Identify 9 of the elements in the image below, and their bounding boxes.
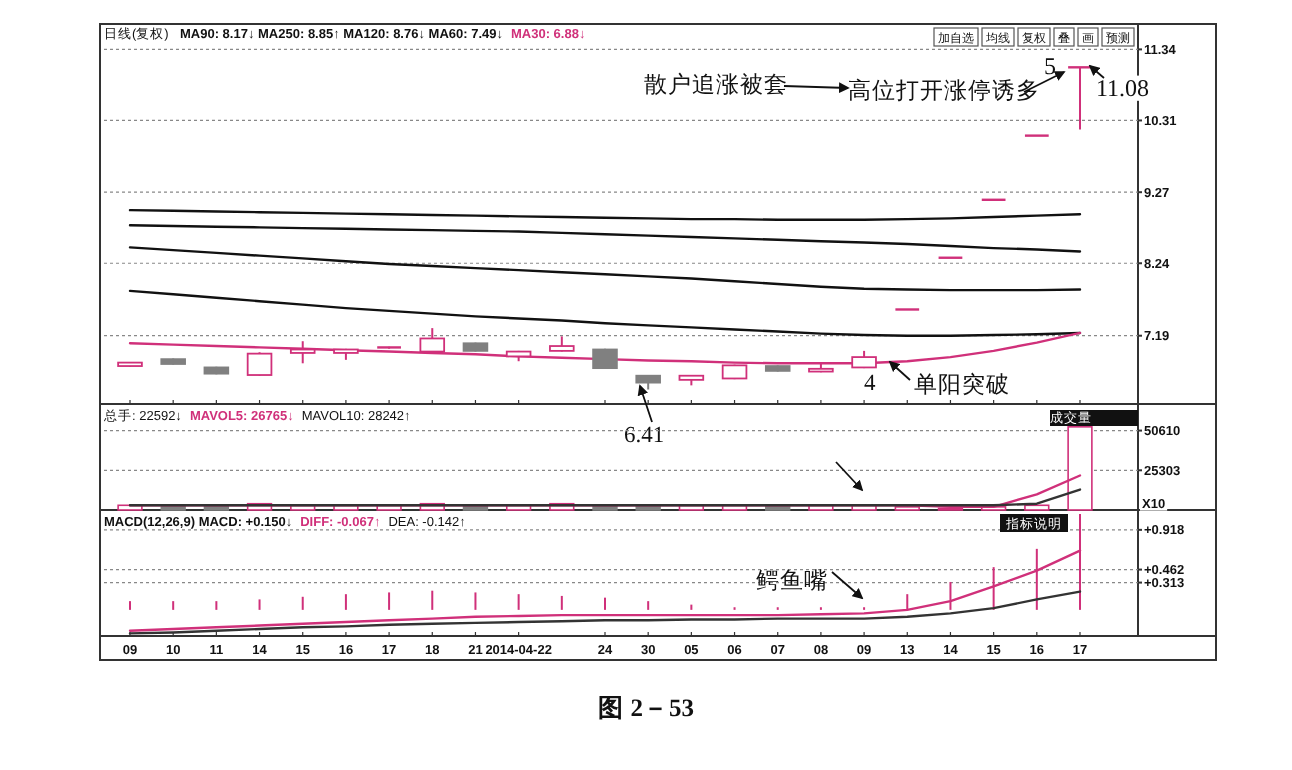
annotation: 6.41 <box>624 424 665 448</box>
annotation: 单阳突破 <box>914 370 1010 398</box>
annotation: 散户追涨被套 <box>644 70 788 98</box>
annotation: 鳄鱼嘴 <box>756 568 828 594</box>
annotation: 高位打开涨停诱多 <box>848 76 1040 104</box>
annotation: 5 <box>1044 52 1056 80</box>
annotation: 11.08 <box>1096 74 1150 102</box>
caption: 图 2－53 <box>598 694 694 722</box>
annotation: 4 <box>864 372 876 396</box>
